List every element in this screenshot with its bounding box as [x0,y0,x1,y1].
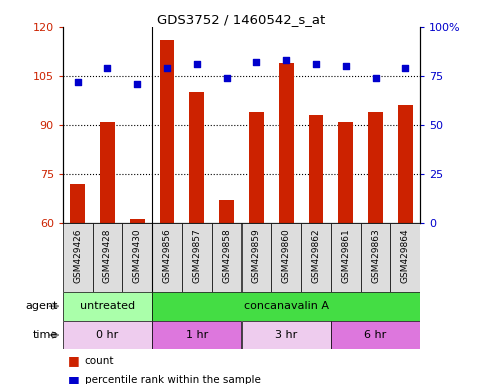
Text: 0 hr: 0 hr [96,330,119,340]
Title: GDS3752 / 1460542_s_at: GDS3752 / 1460542_s_at [157,13,326,26]
Bar [182,223,212,292]
Bar [152,292,420,321]
Point [223,75,230,81]
Text: time: time [33,330,58,340]
Bar [309,115,324,223]
Bar [63,223,93,292]
Text: GSM429858: GSM429858 [222,228,231,283]
Bar [100,121,115,223]
Bar [301,223,331,292]
Point [133,81,141,87]
Point [282,57,290,63]
Point [401,65,409,71]
Bar [338,121,353,223]
Bar [159,40,174,223]
Text: untreated: untreated [80,301,135,311]
Bar [398,105,413,223]
Bar [189,92,204,223]
Bar [331,223,361,292]
Text: agent: agent [26,301,58,311]
Text: GSM429864: GSM429864 [401,228,410,283]
Text: GSM429428: GSM429428 [103,228,112,283]
Point [193,61,201,67]
Text: GSM429861: GSM429861 [341,228,350,283]
Bar [271,223,301,292]
Text: GSM429862: GSM429862 [312,228,320,283]
Text: ■: ■ [68,354,79,367]
Bar [93,223,122,292]
Bar [152,321,242,349]
Point [74,79,82,85]
Point [104,65,112,71]
Bar [152,223,182,292]
Point [342,63,350,69]
Bar [390,223,420,292]
Bar [279,63,294,223]
Bar [242,223,271,292]
Bar [331,321,420,349]
Bar [212,223,242,292]
Bar [219,200,234,223]
Bar [122,223,152,292]
Bar [242,321,331,349]
Text: concanavalin A: concanavalin A [244,301,328,311]
Point [253,59,260,65]
Bar [249,112,264,223]
Text: ■: ■ [68,374,79,384]
Bar [368,112,383,223]
Text: 6 hr: 6 hr [364,330,387,340]
Text: GSM429856: GSM429856 [163,228,171,283]
Bar [63,292,152,321]
Text: percentile rank within the sample: percentile rank within the sample [85,375,260,384]
Point [163,65,171,71]
Text: GSM429857: GSM429857 [192,228,201,283]
Text: GSM429859: GSM429859 [252,228,261,283]
Bar [63,321,152,349]
Point [372,75,380,81]
Bar [361,223,390,292]
Text: 1 hr: 1 hr [185,330,208,340]
Text: GSM429430: GSM429430 [133,228,142,283]
Text: count: count [85,356,114,366]
Text: GSM429426: GSM429426 [73,228,82,283]
Text: GSM429863: GSM429863 [371,228,380,283]
Bar [130,219,145,223]
Text: 3 hr: 3 hr [275,330,298,340]
Bar [70,184,85,223]
Point [312,61,320,67]
Text: GSM429860: GSM429860 [282,228,291,283]
